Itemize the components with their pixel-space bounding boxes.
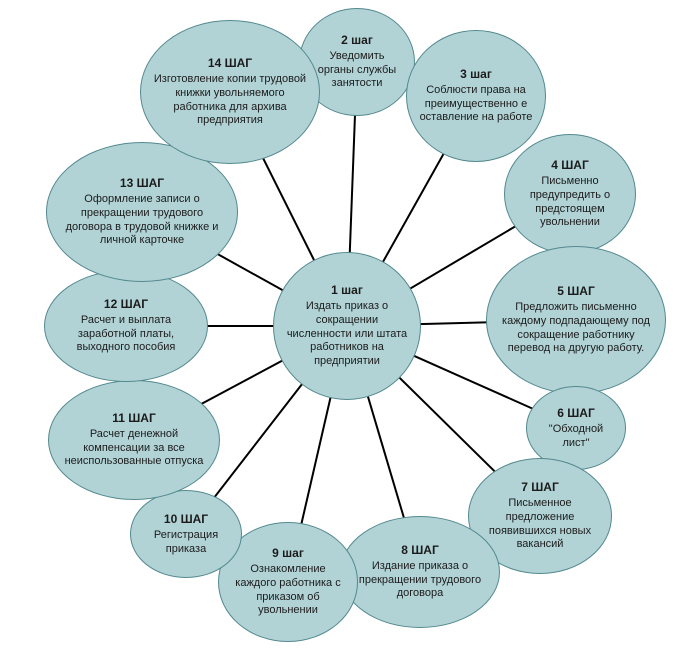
center-node: 1 шаг Издать приказ о сокращении численн…	[273, 252, 421, 400]
step-title: 12 ШАГ	[104, 297, 148, 312]
step-body: Уведомить органы службы занятости	[310, 50, 404, 91]
step-body: Письменно предупредить о предстоящем уво…	[515, 175, 625, 230]
step-body: Изготовление копии трудовой книжки уволь…	[151, 73, 309, 128]
step-node: 13 ШАГ Оформление записи о прекращении т…	[46, 142, 238, 282]
step-title: 11 ШАГ	[112, 411, 156, 426]
step-title: 5 ШАГ	[557, 284, 595, 299]
step-node: 10 ШАГ Регистрация приказа	[130, 490, 242, 578]
step-body: Издание приказа о прекращении трудового …	[351, 560, 489, 601]
step-title: 7 ШАГ	[521, 480, 559, 495]
step-node: 11 ШАГ Расчет денежной компенсации за вс…	[48, 380, 220, 500]
step-body: Ознакомление каждого работника с приказо…	[229, 563, 347, 618]
step-body: "Обходной лист"	[537, 423, 615, 451]
center-title: 1 шаг	[331, 283, 363, 298]
step-node: 5 ШАГ Предложить письменно каждому подпа…	[486, 246, 666, 394]
step-node: 14 ШАГ Изготовление копии трудовой книжк…	[140, 20, 320, 164]
step-body: Регистрация приказа	[141, 529, 231, 557]
step-body: Оформление записи о прекращении трудовог…	[57, 193, 227, 248]
step-body: Соблюсти права на преимущественно е оста…	[417, 84, 535, 125]
step-title: 8 ШАГ	[401, 543, 439, 558]
step-title: 10 ШАГ	[164, 512, 208, 527]
radial-diagram: { "diagram": { "type": "radial", "canvas…	[0, 0, 694, 652]
center-body: Издать приказ о сокращении численности и…	[284, 300, 410, 369]
step-body: Расчет и выплата заработной платы, выход…	[55, 314, 197, 355]
step-node: 4 ШАГ Письменно предупредить о предстоящ…	[504, 134, 636, 254]
step-title: 3 шаг	[460, 67, 492, 82]
step-title: 13 ШАГ	[120, 176, 164, 191]
step-body: Расчет денежной компенсации за все неисп…	[59, 428, 209, 469]
step-title: 2 шаг	[341, 33, 373, 48]
step-title: 4 ШАГ	[551, 158, 589, 173]
step-node: 8 ШАГ Издание приказа о прекращении труд…	[340, 516, 500, 628]
step-title: 14 ШАГ	[208, 56, 252, 71]
step-body: Предложить письменно каждому подпадающем…	[497, 301, 655, 356]
step-title: 6 ШАГ	[557, 406, 595, 421]
step-title: 9 шаг	[272, 546, 304, 561]
step-node: 3 шаг Соблюсти права на преимущественно …	[406, 30, 546, 162]
step-node: 12 ШАГ Расчет и выплата заработной платы…	[44, 270, 208, 382]
step-body: Письменное предложение появившихся новых…	[479, 497, 601, 552]
